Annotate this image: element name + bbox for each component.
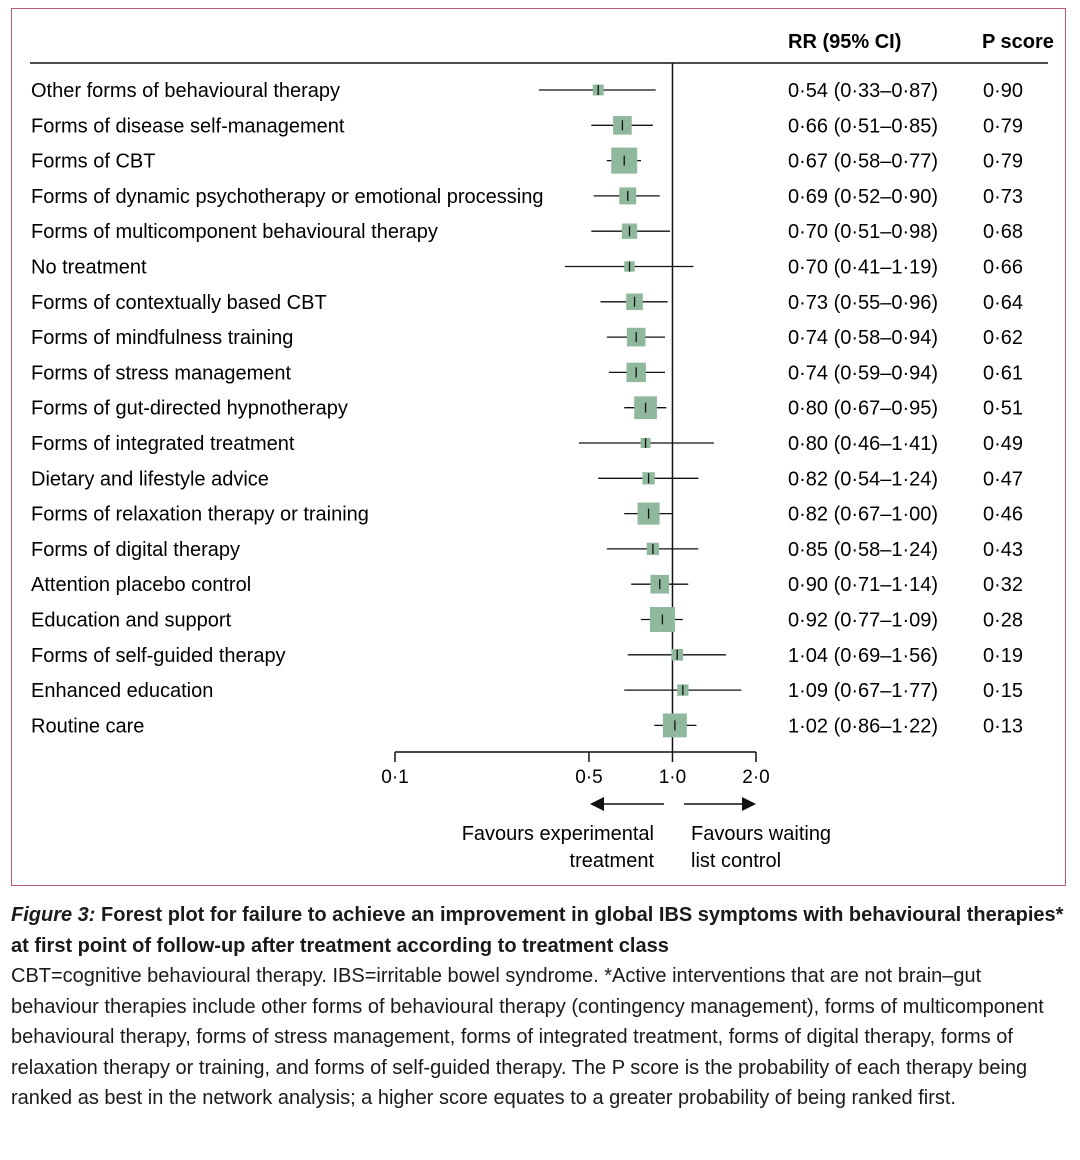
- favours-control-line1: Favours waiting: [691, 823, 831, 845]
- rr-value: 1·09 (0·67–1·77): [788, 680, 938, 702]
- row-label: Forms of stress management: [31, 362, 292, 384]
- caption-title-text: Forest plot for failure to achieve an im…: [11, 904, 1064, 957]
- forest-row: No treatment 0·70 (0·41–1·19) 0·66: [31, 257, 1023, 279]
- tick-label: 1·0: [659, 767, 686, 788]
- rr-value: 0·67 (0·58–0·77): [788, 151, 938, 173]
- p-score: 0·51: [983, 398, 1023, 420]
- row-label: Forms of mindfulness training: [31, 327, 293, 349]
- row-label: Forms of digital therapy: [31, 539, 240, 561]
- p-score: 0·66: [983, 257, 1023, 279]
- row-label: Forms of CBT: [31, 151, 155, 173]
- p-score: 0·49: [983, 433, 1023, 455]
- p-score: 0·47: [983, 468, 1023, 490]
- row-label: Forms of integrated treatment: [31, 433, 295, 455]
- x-axis: 0·1 0·5 1·0 2·0: [381, 751, 770, 788]
- rr-value: 0·82 (0·54–1·24): [788, 468, 938, 490]
- favours-experimental-line2: treatment: [570, 850, 655, 872]
- row-label: Education and support: [31, 610, 232, 632]
- forest-row: Forms of gut-directed hypnotherapy 0·80 (…: [31, 396, 1023, 420]
- p-score: 0·73: [983, 186, 1023, 208]
- p-score: 0·90: [983, 80, 1023, 102]
- row-label: Forms of disease self-management: [31, 115, 345, 137]
- tick-label: 2·0: [742, 767, 769, 788]
- row-label: Other forms of behavioural therapy: [31, 80, 340, 102]
- rr-value: 0·66 (0·51–0·85): [788, 115, 938, 137]
- row-label: Forms of dynamic psychotherapy or emotio…: [31, 186, 543, 208]
- p-score: 0·61: [983, 362, 1023, 384]
- row-label: Dietary and lifestyle advice: [31, 468, 269, 490]
- row-label: Forms of contextually based CBT: [31, 292, 327, 314]
- p-score: 0·19: [983, 645, 1023, 667]
- rr-value: 0·80 (0·67–0·95): [788, 398, 938, 420]
- forest-row: Forms of multicomponent behavioural ther…: [31, 221, 1023, 243]
- figure-frame: [11, 8, 1066, 886]
- rr-value: 0·90 (0·71–1·14): [788, 574, 938, 596]
- rr-value: 0·80 (0·46–1·41): [788, 433, 938, 455]
- forest-row: Forms of contextually based CBT 0·73 (0·5…: [31, 292, 1023, 314]
- column-header-pscore: P score: [982, 31, 1054, 53]
- column-header-rr: RR (95% CI): [788, 31, 901, 53]
- forest-plot: RR (95% CI) P score Other forms of behav…: [30, 31, 1054, 872]
- forest-row: Education and support 0·92 (0·77–1·09) 0·2…: [31, 607, 1023, 632]
- rr-value: 0·82 (0·67–1·00): [788, 504, 938, 526]
- p-score: 0·28: [983, 610, 1023, 632]
- rr-value: 0·74 (0·59–0·94): [788, 362, 938, 384]
- p-score: 0·79: [983, 151, 1023, 173]
- arrowhead-right: [742, 797, 756, 811]
- forest-row: Other forms of behavioural therapy 0·54 (…: [31, 80, 1023, 102]
- rr-value: 1·04 (0·69–1·56): [788, 645, 938, 667]
- row-label: Attention placebo control: [31, 574, 251, 596]
- rr-value: 0·73 (0·55–0·96): [788, 292, 938, 314]
- forest-row: Routine care 1·02 (0·86–1·22) 0·13: [31, 713, 1023, 737]
- forest-row: Forms of CBT 0·67 (0·58–0·77) 0·79: [31, 147, 1023, 174]
- rr-value: 0·74 (0·58–0·94): [788, 327, 938, 349]
- rr-value: 0·54 (0·33–0·87): [788, 80, 938, 102]
- p-score: 0·79: [983, 115, 1023, 137]
- rr-value: 0·69 (0·52–0·90): [788, 186, 938, 208]
- p-score: 0·68: [983, 221, 1023, 243]
- row-label: Forms of gut-directed hypnotherapy: [31, 398, 348, 420]
- tick-label: 0·5: [575, 767, 602, 788]
- p-score: 0·15: [983, 680, 1023, 702]
- favours-experimental-line1: Favours experimental: [462, 823, 654, 845]
- figure-caption: Figure 3: Forest plot for failure to ach…: [11, 900, 1066, 1114]
- figure-label: Figure 3:: [11, 904, 96, 926]
- caption-body: CBT=cognitive behavioural therapy. IBS=i…: [11, 965, 1044, 1109]
- forest-row: Forms of digital therapy 0·85 (0·58–1·24)…: [31, 539, 1023, 561]
- row-label: Enhanced education: [31, 680, 213, 702]
- p-score: 0·43: [983, 539, 1023, 561]
- forest-row: Forms of mindfulness training 0·74 (0·58–…: [31, 327, 1023, 349]
- arrowhead-left: [590, 797, 604, 811]
- forest-row: Enhanced education 1·09 (0·67–1·77) 0·15: [31, 680, 1023, 702]
- row-label: Forms of self-guided therapy: [31, 645, 286, 667]
- p-score: 0·13: [983, 715, 1023, 737]
- row-label: Forms of multicomponent behavioural ther…: [31, 221, 438, 243]
- forest-row: Dietary and lifestyle advice 0·82 (0·54–1…: [31, 468, 1023, 490]
- forest-row: Forms of relaxation therapy or training 0…: [31, 502, 1023, 526]
- forest-row: Forms of integrated treatment 0·80 (0·46–…: [31, 433, 1023, 455]
- row-label: Forms of relaxation therapy or training: [31, 504, 369, 526]
- p-score: 0·46: [983, 504, 1023, 526]
- row-label: No treatment: [31, 257, 147, 279]
- rr-value: 1·02 (0·86–1·22): [788, 715, 938, 737]
- forest-row: Forms of stress management 0·74 (0·59–0·9…: [31, 362, 1023, 384]
- tick-label: 0·1: [381, 767, 408, 788]
- rr-value: 0·70 (0·41–1·19): [788, 257, 938, 279]
- forest-row: Forms of self-guided therapy 1·04 (0·69–1…: [31, 645, 1023, 667]
- forest-row: Attention placebo control 0·90 (0·71–1·14…: [31, 574, 1023, 596]
- rr-value: 0·92 (0·77–1·09): [788, 610, 938, 632]
- p-score: 0·64: [983, 292, 1023, 314]
- row-label: Routine care: [31, 715, 144, 737]
- favours-control-line2: list control: [691, 850, 781, 872]
- forest-row: Forms of disease self-management 0·66 (0·…: [31, 115, 1023, 137]
- rr-value: 0·70 (0·51–0·98): [788, 221, 938, 243]
- p-score: 0·62: [983, 327, 1023, 349]
- rr-value: 0·85 (0·58–1·24): [788, 539, 938, 561]
- forest-row: Forms of dynamic psychotherapy or emotio…: [31, 186, 1023, 208]
- p-score: 0·32: [983, 574, 1023, 596]
- caption-title: Figure 3: Forest plot for failure to ach…: [11, 900, 1066, 961]
- rows-group: Other forms of behavioural therapy 0·54 (…: [31, 63, 1023, 752]
